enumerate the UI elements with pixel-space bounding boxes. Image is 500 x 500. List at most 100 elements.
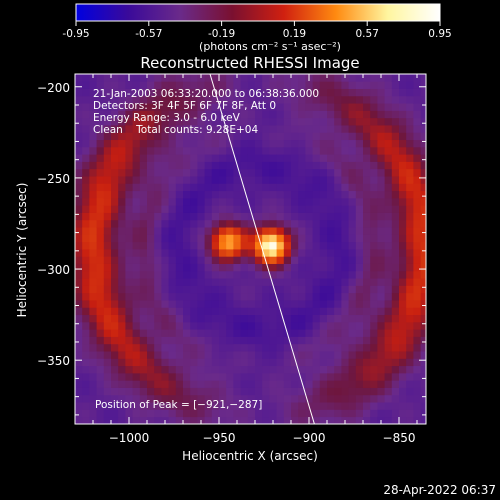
heatmap-cell <box>139 161 148 170</box>
heatmap-cell <box>283 117 292 126</box>
heatmap-cell <box>291 205 299 213</box>
heatmap-cell <box>363 321 371 330</box>
heatmap-cell <box>125 380 133 388</box>
heatmap-cell <box>413 263 421 272</box>
heatmap-cell <box>363 365 371 374</box>
heatmap-cell <box>247 161 256 170</box>
heatmap-cell <box>334 314 342 323</box>
heatmap-cell <box>96 270 105 279</box>
heatmap-cell <box>168 176 177 184</box>
heatmap-cell <box>190 212 198 221</box>
heatmap-cell <box>139 380 148 388</box>
heatmap-cell <box>240 380 249 388</box>
heatmap-cell <box>341 161 349 170</box>
heatmap-cell <box>233 329 241 337</box>
heatmap-cell <box>283 380 292 388</box>
heatmap-cell <box>319 329 328 337</box>
heatmap-cell <box>384 336 393 345</box>
heatmap-cell <box>190 197 198 206</box>
heatmap-cell <box>190 219 198 228</box>
heatmap-cell <box>391 183 400 192</box>
heatmap-cell <box>255 285 263 294</box>
heatmap-cell <box>75 117 83 126</box>
heatmap-cell <box>82 197 90 206</box>
heatmap-cell <box>384 176 393 184</box>
heatmap-cell <box>363 176 371 184</box>
heatmap-cell <box>399 161 407 170</box>
heatmap-cell <box>269 154 277 162</box>
heatmap-cell <box>168 292 177 301</box>
heatmap-cell <box>391 117 400 126</box>
heatmap-cell <box>269 88 277 97</box>
heatmap-cell <box>399 263 407 272</box>
heatmap-cell <box>219 117 227 126</box>
heatmap-cell <box>154 241 162 250</box>
heatmap-cell <box>327 351 335 359</box>
heatmap-cell <box>319 402 328 410</box>
heatmap-cell <box>370 278 378 286</box>
heatmap-cell <box>96 285 105 294</box>
heatmap-cell <box>269 351 277 359</box>
heatmap-cell <box>118 409 126 418</box>
heatmap-cell <box>82 416 90 424</box>
heatmap-cell <box>111 132 119 141</box>
heatmap-cell <box>226 110 234 119</box>
heatmap-cell <box>125 387 133 396</box>
heatmap-cell <box>183 132 191 141</box>
heatmap-cell <box>233 307 241 316</box>
heatmap-cell <box>139 81 148 89</box>
heatmap-cell <box>334 212 342 221</box>
heatmap-cell <box>147 176 155 184</box>
heatmap-cell <box>355 402 364 410</box>
heatmap-cell <box>103 168 112 177</box>
heatmap-cell <box>82 307 90 316</box>
heatmap-cell <box>132 88 141 97</box>
heatmap-cell <box>139 314 148 323</box>
heatmap-cell <box>420 161 426 170</box>
heatmap-cell <box>312 351 321 359</box>
heatmap-cell <box>377 125 385 133</box>
heatmap-cell <box>175 234 184 243</box>
heatmap-cell <box>406 88 414 97</box>
heatmap-cell <box>298 358 306 367</box>
heatmap-cell <box>420 205 426 213</box>
heatmap-cell <box>355 190 364 199</box>
heatmap-cell <box>197 249 205 257</box>
heatmap-cell <box>269 300 277 308</box>
heatmap-cell <box>82 132 90 141</box>
heatmap-cell <box>154 212 162 221</box>
heatmap-cell <box>75 241 83 250</box>
heatmap-cell <box>154 81 162 89</box>
heatmap-cell <box>75 365 83 374</box>
heatmap-cell <box>96 249 105 257</box>
heatmap-cell <box>125 219 133 228</box>
heatmap-cell <box>154 300 162 308</box>
heatmap-cell <box>154 161 162 170</box>
heatmap-cell <box>183 117 191 126</box>
heatmap-cell <box>125 132 133 141</box>
heatmap-cell <box>312 125 321 133</box>
heatmap-cell <box>132 314 141 323</box>
heatmap-cell <box>269 365 277 374</box>
heatmap-cell <box>312 270 321 279</box>
heatmap-cell <box>226 212 234 221</box>
heatmap-cell <box>305 372 313 381</box>
heatmap-cell <box>168 125 177 133</box>
heatmap-cell <box>327 110 335 119</box>
heatmap-cell <box>190 358 198 367</box>
heatmap-cell <box>226 321 234 330</box>
heatmap-cell <box>175 358 184 367</box>
heatmap-cell <box>413 336 421 345</box>
heatmap-cell <box>413 285 421 294</box>
heatmap-cell <box>327 358 335 367</box>
heatmap-cell <box>111 394 119 403</box>
heatmap-cell <box>363 154 371 162</box>
heatmap-cell <box>219 154 227 162</box>
heatmap-cell <box>370 227 378 235</box>
heatmap-cell <box>262 380 270 388</box>
heatmap-cell <box>406 270 414 279</box>
heatmap-cell <box>384 256 393 264</box>
heatmap-cell <box>319 183 328 192</box>
heatmap-cell <box>384 139 393 148</box>
heatmap-cell <box>276 110 285 119</box>
